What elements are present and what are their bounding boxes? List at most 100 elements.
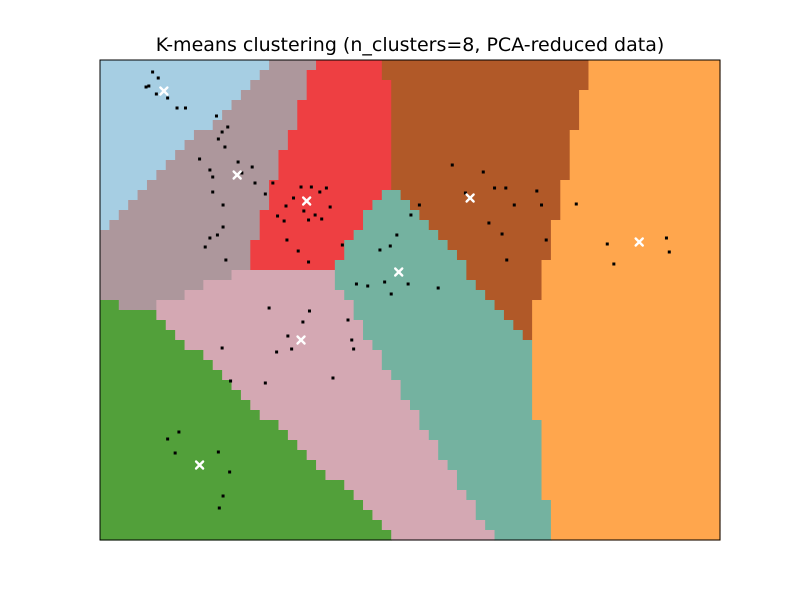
data-point [271,181,275,185]
centroid-marker-3 [465,193,475,203]
region-cell-cluster-4 [541,470,721,481]
data-point [328,205,332,209]
chart-title: K-means clustering (n_clusters=8, PCA-re… [155,34,665,56]
region-cell-cluster-3 [513,320,533,331]
data-point [366,284,370,288]
region-cell-cluster-6 [278,420,420,431]
region-cell-cluster-5 [428,430,543,441]
data-point [175,106,179,110]
region-cell-cluster-0 [100,180,148,191]
data-point [512,203,516,207]
region-cell-cluster-6 [306,450,439,461]
centroid-marker-2 [301,196,312,206]
region-cell-cluster-0 [100,160,167,171]
data-point [228,470,232,474]
data-point [307,309,311,313]
centroid-marker-0 [159,86,169,96]
region-cell-cluster-2 [250,250,345,261]
data-point [276,214,280,218]
region-cell-cluster-1 [146,180,270,191]
region-cell-cluster-7 [100,470,327,481]
region-cell-cluster-2 [269,200,374,211]
region-cell-cluster-1 [100,230,261,241]
data-point [388,244,392,248]
region-cell-cluster-3 [494,300,533,311]
region-cell-cluster-4 [588,70,721,81]
region-cell-cluster-1 [100,270,233,281]
region-cell-cluster-7 [100,410,261,421]
data-point [240,171,244,175]
region-cell-cluster-6 [344,480,458,491]
region-cell-cluster-1 [165,160,280,171]
region-cell-cluster-4 [532,400,721,411]
region-cell-cluster-5 [419,410,533,421]
region-cell-cluster-4 [560,200,721,211]
region-cell-cluster-5 [381,350,533,361]
region-cell-cluster-4 [532,300,721,311]
data-point [250,165,254,169]
region-cell-cluster-4 [541,290,721,301]
region-cell-cluster-4 [560,190,721,201]
region-cell-cluster-3 [485,290,543,301]
region-cell-cluster-5 [400,380,533,391]
data-point [383,280,387,284]
data-point [217,506,221,510]
region-cell-cluster-7 [100,500,364,511]
region-cell-cluster-7 [100,310,157,321]
data-point [224,258,228,262]
centroid-marker-4 [634,237,644,247]
region-cell-cluster-5 [363,210,420,221]
region-cell-cluster-7 [100,490,355,501]
region-cell-cluster-7 [100,380,233,391]
region-cell-cluster-5 [363,220,430,231]
data-point [504,186,508,190]
data-point [299,185,303,189]
region-cell-cluster-4 [541,270,721,281]
region-cell-cluster-0 [100,220,110,231]
region-cell-cluster-5 [475,510,552,521]
region-cell-cluster-3 [381,70,590,81]
region-cell-cluster-4 [588,60,721,71]
data-point [216,450,220,454]
data-point [417,203,421,207]
region-cell-cluster-4 [532,360,721,371]
region-cell-cluster-3 [419,210,561,221]
data-point [493,186,497,190]
region-cell-cluster-3 [456,250,552,261]
region-cell-cluster-2 [250,260,336,271]
region-cell-cluster-1 [100,240,251,251]
region-cell-cluster-6 [325,470,458,481]
region-cell-cluster-4 [579,90,721,101]
region-cell-cluster-2 [297,100,392,111]
region-cell-cluster-7 [100,390,242,401]
region-cell-cluster-7 [100,420,280,431]
decision-regions [100,60,721,541]
data-point [346,318,350,322]
region-cell-cluster-1 [231,100,298,111]
region-cell-cluster-4 [541,490,721,501]
data-point [505,258,509,262]
data-point [574,202,578,206]
region-cell-cluster-1 [193,130,289,141]
region-cell-cluster-4 [532,350,721,361]
region-cell-cluster-2 [278,170,392,181]
region-cell-cluster-5 [438,440,543,451]
region-cell-cluster-3 [391,130,571,141]
data-points [144,70,671,510]
region-cell-cluster-4 [532,410,721,421]
region-cell-cluster-2 [306,70,383,81]
region-cell-cluster-4 [579,100,721,111]
data-point [292,196,296,200]
region-cell-cluster-7 [100,450,308,461]
region-cell-cluster-0 [100,90,242,101]
data-point [318,190,322,194]
region-cell-cluster-3 [391,120,580,131]
region-cell-cluster-6 [156,300,355,311]
region-cell-cluster-3 [447,240,552,251]
region-cell-cluster-0 [100,150,176,161]
centroid-marker-1 [232,170,242,180]
region-cell-cluster-3 [391,180,561,191]
region-cell-cluster-6 [184,290,345,301]
region-cell-cluster-5 [485,520,552,531]
